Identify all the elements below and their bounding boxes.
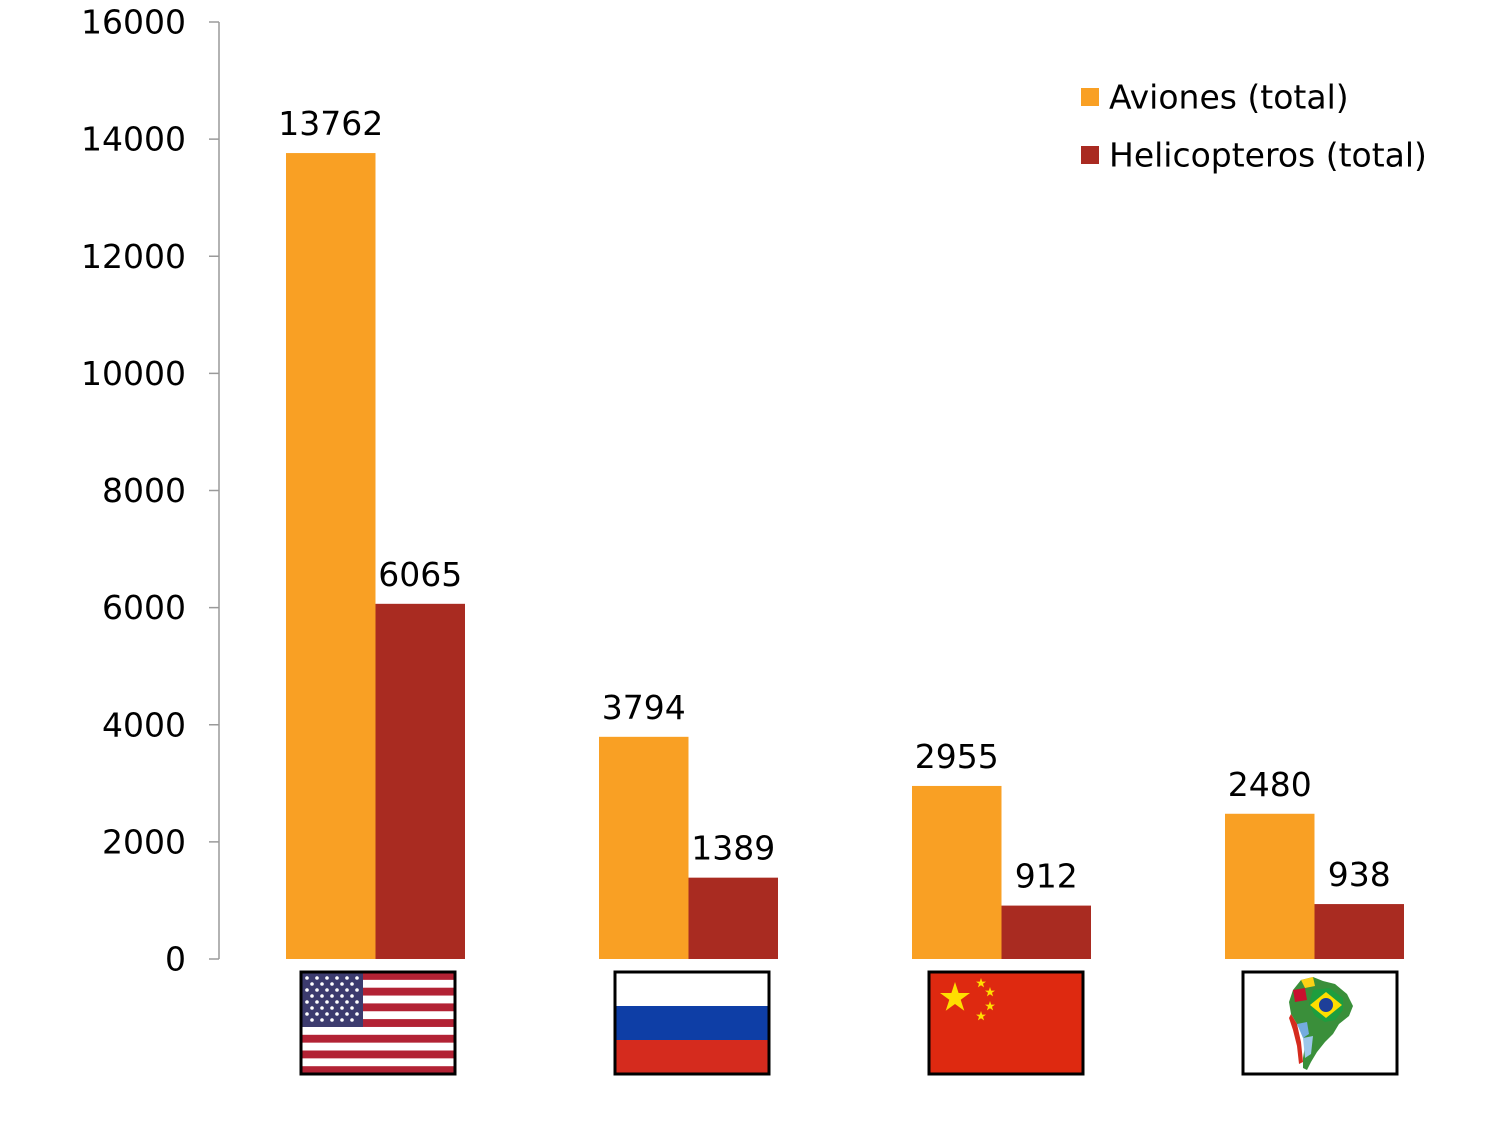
data-label: 13762 (278, 104, 383, 143)
y-tick-label: 14000 (81, 120, 186, 159)
y-tick-label: 10000 (81, 354, 186, 393)
china-flag-icon (927, 970, 1085, 1076)
bar-aviones (286, 153, 376, 960)
data-label: 6065 (378, 555, 462, 594)
data-label: 2955 (915, 737, 999, 776)
bar-helicopteros (1001, 905, 1091, 959)
y-tick-label: 2000 (102, 822, 186, 861)
usa-flag-icon (299, 970, 457, 1076)
legend-label: Aviones (total) (1109, 78, 1349, 117)
russia-flag-icon (613, 970, 771, 1076)
data-label: 3794 (602, 688, 686, 727)
y-tick-label: 16000 (81, 3, 186, 42)
legend-swatch (1081, 88, 1099, 106)
legend-label: Helicopteros (total) (1109, 136, 1427, 175)
data-label: 938 (1328, 855, 1391, 894)
y-tick-label: 4000 (102, 705, 186, 744)
data-labels: 13762 6065 3794 1389 2955 912 2480 938 (278, 104, 1390, 896)
bar-helicopteros (375, 603, 465, 959)
bar-aviones (912, 785, 1002, 959)
data-label: 912 (1015, 857, 1078, 896)
y-tick-label: 12000 (81, 237, 186, 276)
legend: Aviones (total) Helicopteros (total) (1081, 78, 1427, 175)
bar-helicopteros (1314, 904, 1404, 959)
south-america-map-icon (1241, 970, 1399, 1076)
y-tick-label: 0 (165, 940, 186, 979)
y-tick-label: 6000 (102, 588, 186, 627)
y-tick-label: 8000 (102, 471, 186, 510)
data-label: 1389 (691, 829, 775, 868)
bar-aviones (1225, 813, 1315, 959)
category-flags (299, 970, 1399, 1076)
legend-swatch (1081, 146, 1099, 164)
y-axis: 0 2000 4000 6000 8000 10000 12000 14000 16000 (81, 3, 220, 979)
data-label: 2480 (1228, 765, 1312, 804)
bar-aviones (599, 736, 689, 959)
bar-helicopteros (688, 877, 778, 959)
bars (286, 153, 1404, 960)
